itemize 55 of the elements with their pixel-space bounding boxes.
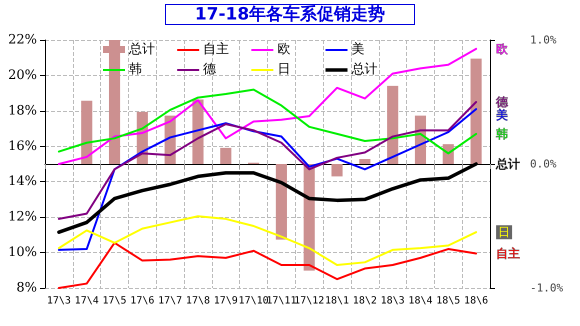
x-tick-label: 18\2 xyxy=(352,296,377,306)
x-tick-label: 18\6 xyxy=(464,296,488,306)
line-series xyxy=(58,101,478,220)
x-tick-label: 18\5 xyxy=(436,296,460,306)
text: 韩 xyxy=(496,126,508,141)
line-series xyxy=(58,215,478,266)
y-tick-label: 10% xyxy=(8,245,37,260)
y2-tick-label: -1.0% xyxy=(530,282,564,294)
x-tick-label: 17\9 xyxy=(214,296,238,306)
x-tick-label: 18\4 xyxy=(408,296,433,306)
text: 欧 xyxy=(496,42,508,56)
bar xyxy=(470,58,482,164)
bar xyxy=(81,100,92,164)
line-series xyxy=(58,88,478,154)
text: 自主 xyxy=(496,246,520,260)
text: 美 xyxy=(496,108,508,122)
y2-tick-label: 1.0% xyxy=(530,34,557,46)
bar xyxy=(359,159,370,164)
y-tick-label: 20% xyxy=(8,68,37,83)
y-tick-label: 14% xyxy=(8,174,37,190)
bar xyxy=(387,86,398,164)
x-tick-label: 17\5 xyxy=(102,296,127,306)
x-tick-label: 18\1 xyxy=(324,296,350,306)
legend-label: 韩 xyxy=(129,62,142,77)
text: 德 xyxy=(496,95,508,109)
line-series xyxy=(58,108,478,251)
y-tick-label: 18% xyxy=(8,103,37,118)
y-tick-label: 12% xyxy=(8,210,37,225)
text: 总计 xyxy=(352,62,378,77)
y-tick-label: 22% xyxy=(8,32,37,48)
x-tick-label: 17\3 xyxy=(46,296,71,306)
x-tick-label: 17\4 xyxy=(74,296,99,306)
bar xyxy=(276,164,287,240)
legend-label: 德 xyxy=(203,62,216,77)
x-tick-label: 18\3 xyxy=(380,296,405,306)
legend-label: 日 xyxy=(277,62,290,77)
x-tick-label: 17\10 xyxy=(238,296,269,306)
bar xyxy=(220,148,232,164)
x-tick-label: 17\11 xyxy=(266,296,296,306)
legend-label: 美 xyxy=(352,41,364,57)
legend-label: 总计 xyxy=(128,42,155,57)
legend-label: 欧 xyxy=(277,42,290,57)
x-tick-label: 17\8 xyxy=(186,296,210,306)
line-series xyxy=(58,242,478,289)
x-tick-label: 17\6 xyxy=(130,296,154,306)
text: 日 xyxy=(498,225,510,240)
legend-label: 总计 xyxy=(495,157,520,171)
x-tick-label: 17\7 xyxy=(158,296,182,306)
chart-title: 17-18年各车系促销走势 xyxy=(194,4,386,24)
y-tick-label: 8% xyxy=(16,280,37,296)
y-tick-label: 16% xyxy=(8,138,37,154)
x-tick-label: 17\12 xyxy=(294,296,324,306)
bar xyxy=(331,164,343,176)
y2-tick-label: 0.0% xyxy=(530,158,557,170)
legend-label: 自主 xyxy=(203,41,230,57)
